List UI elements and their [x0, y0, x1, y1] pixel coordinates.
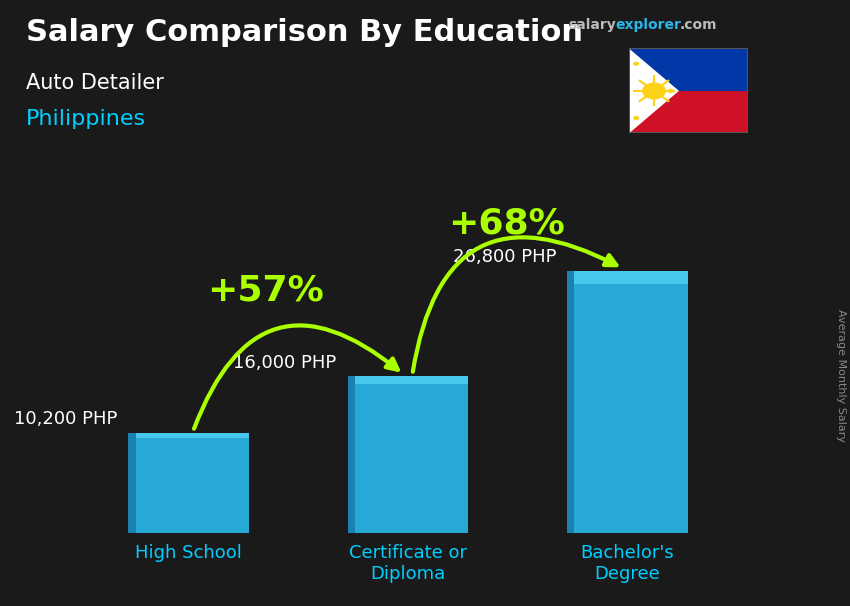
- FancyBboxPatch shape: [355, 376, 468, 384]
- Circle shape: [667, 88, 673, 93]
- Text: .com: .com: [680, 18, 717, 32]
- FancyBboxPatch shape: [575, 270, 688, 284]
- Text: +57%: +57%: [207, 273, 324, 307]
- FancyBboxPatch shape: [348, 376, 468, 533]
- Bar: [629, 48, 748, 91]
- Text: Philippines: Philippines: [26, 109, 145, 129]
- Text: explorer: explorer: [615, 18, 681, 32]
- Text: 16,000 PHP: 16,000 PHP: [234, 353, 337, 371]
- Text: +68%: +68%: [448, 206, 565, 240]
- Text: 26,800 PHP: 26,800 PHP: [452, 248, 556, 265]
- FancyBboxPatch shape: [128, 433, 249, 533]
- FancyBboxPatch shape: [567, 270, 575, 533]
- FancyBboxPatch shape: [128, 433, 135, 533]
- Text: 10,200 PHP: 10,200 PHP: [14, 410, 117, 428]
- Bar: [629, 91, 748, 133]
- Text: salary: salary: [568, 18, 615, 32]
- Circle shape: [633, 116, 639, 120]
- Polygon shape: [629, 48, 679, 133]
- Circle shape: [633, 62, 639, 66]
- Text: Auto Detailer: Auto Detailer: [26, 73, 163, 93]
- Text: Average Monthly Salary: Average Monthly Salary: [836, 309, 846, 442]
- Text: Salary Comparison By Education: Salary Comparison By Education: [26, 18, 582, 47]
- FancyBboxPatch shape: [348, 376, 355, 533]
- FancyBboxPatch shape: [567, 270, 688, 533]
- Circle shape: [642, 82, 666, 99]
- FancyBboxPatch shape: [135, 433, 249, 438]
